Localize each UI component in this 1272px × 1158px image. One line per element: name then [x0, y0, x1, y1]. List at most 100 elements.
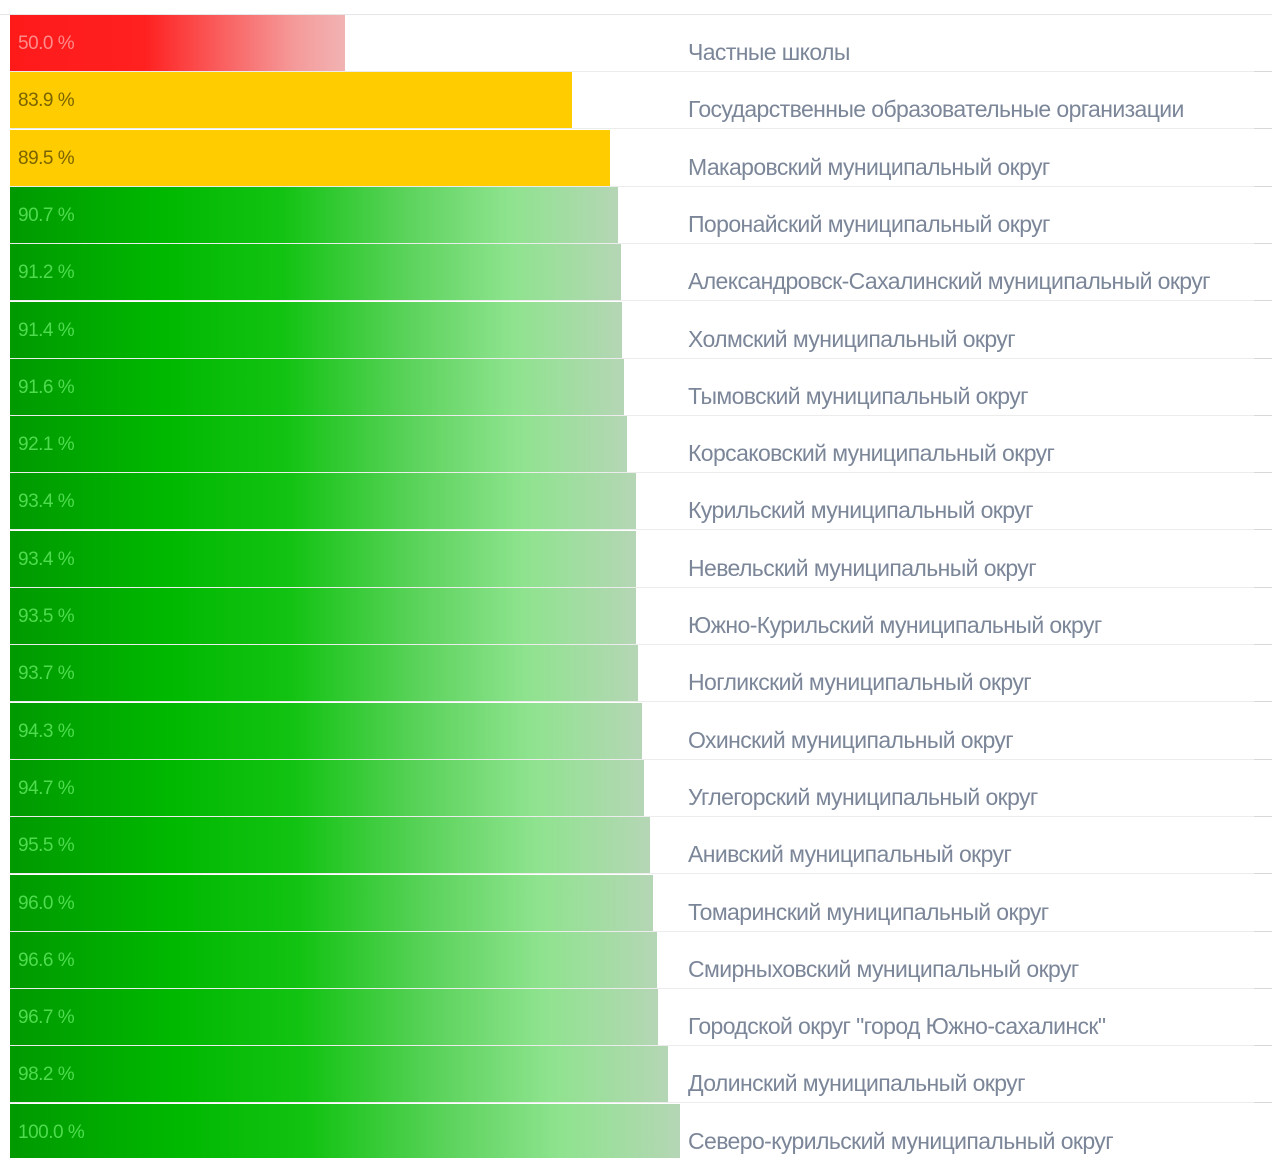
row-edge-tick — [1254, 529, 1272, 531]
bar: 98.2 % — [10, 1046, 668, 1103]
bar-value-label: 90.7 % — [18, 204, 75, 226]
row-separator — [10, 242, 1272, 244]
bar-row: 93.4 % Невельский муниципальный округ — [0, 530, 1272, 588]
row-edge-tick — [1254, 414, 1272, 416]
row-edge-tick — [1254, 873, 1272, 875]
bar-row: 94.3 % Охинский муниципальный округ — [0, 702, 1272, 760]
bar: 93.7 % — [10, 645, 638, 702]
category-label: Городской округ "город Южно-сахалинск" — [688, 1013, 1106, 1040]
row-separator — [10, 1045, 1272, 1047]
bar: 96.6 % — [10, 931, 658, 988]
row-separator — [10, 300, 1272, 302]
row-edge-tick — [1254, 815, 1272, 817]
category-label: Курильский муниципальный округ — [688, 497, 1033, 524]
category-label: Южно-Курильский муниципальный округ — [688, 612, 1102, 638]
row-edge-tick — [1254, 472, 1272, 474]
row-separator — [10, 987, 1272, 989]
bar: 91.2 % — [10, 244, 622, 301]
bar-value-label: 96.0 % — [18, 892, 75, 914]
bar-row: 92.1 % Корсаковский муниципальный округ — [0, 416, 1272, 474]
bar: 93.4 % — [10, 530, 636, 587]
bar: 96.0 % — [10, 874, 654, 931]
row-separator — [10, 644, 1272, 645]
bar-value-label: 91.2 % — [18, 262, 75, 284]
category-label: Корсаковский муниципальный округ — [688, 440, 1055, 467]
row-separator — [10, 873, 1272, 875]
bar-row: 95.5 % Анивский муниципальный округ — [0, 817, 1272, 875]
row-edge-tick — [1254, 987, 1272, 989]
bar-row: 96.7 % Городской округ "город Южно-сахали… — [0, 989, 1272, 1047]
bar-row: 89.5 % Макаровский муниципальный округ — [0, 129, 1272, 187]
bar-value-label: 50.0 % — [18, 33, 75, 54]
row-edge-tick — [1254, 357, 1272, 359]
bar-value-label: 93.4 % — [18, 548, 75, 570]
bar: 96.7 % — [10, 989, 658, 1046]
row-separator — [10, 185, 1272, 187]
bar: 89.5 % — [10, 129, 610, 186]
bar: 100.0 % — [10, 1103, 680, 1158]
category-label: Долинский муниципальный округ — [688, 1070, 1025, 1097]
category-label: Углегорский муниципальный округ — [688, 783, 1038, 810]
bar-value-label: 93.7 % — [18, 663, 75, 685]
row-edge-tick — [1254, 701, 1272, 703]
category-label: Охинский муниципальный округ — [688, 726, 1014, 753]
bar-row: 93.7 % Ногликский муниципальный округ — [0, 645, 1272, 703]
bar-row: 100.0 % Северо-курильский муниципальный о… — [0, 1103, 1272, 1158]
bar: 93.5 % — [10, 588, 637, 644]
bar-row: 98.2 % Долинский муниципальный округ — [0, 1046, 1272, 1104]
row-separator — [10, 357, 1272, 359]
category-label: Смирныховский муниципальный округ — [688, 955, 1079, 982]
bar-row: 83.9 % Государственные образовательные ор… — [0, 72, 1272, 130]
bar-value-label: 93.5 % — [18, 606, 75, 627]
bar-row: 96.6 % Смирныховский муниципальный округ — [0, 931, 1272, 989]
row-edge-tick — [1254, 128, 1272, 130]
category-label: Ногликский муниципальный округ — [688, 669, 1032, 696]
row-edge-tick — [1254, 1045, 1272, 1047]
row-edge-tick — [1254, 644, 1272, 645]
category-label: Холмский муниципальный округ — [688, 325, 1016, 352]
bar: 94.3 % — [10, 702, 642, 759]
bar-row: 50.0 % Частные школы — [0, 15, 1272, 72]
bar: 91.4 % — [10, 301, 623, 358]
bar: 91.6 % — [10, 358, 624, 415]
row-separator — [10, 815, 1272, 817]
row-separator — [10, 758, 1272, 760]
row-separator — [10, 1102, 1272, 1104]
bar-value-label: 94.3 % — [18, 720, 75, 742]
row-edge-tick — [1254, 758, 1272, 760]
bar-value-label: 91.4 % — [18, 319, 75, 341]
bar-row: 96.0 % Томаринский муниципальный округ — [0, 874, 1272, 932]
category-label: Частные школы — [688, 39, 850, 65]
bar: 93.4 % — [10, 473, 636, 530]
bar-value-label: 96.6 % — [18, 949, 75, 971]
category-label: Невельский муниципальный округ — [688, 554, 1037, 581]
bar: 83.9 % — [10, 72, 573, 129]
row-edge-tick — [1254, 1102, 1272, 1104]
top-border — [0, 14, 1272, 15]
category-label: Тымовский муниципальный округ — [688, 382, 1029, 409]
category-label: Северо-курильский муниципальный округ — [688, 1127, 1114, 1154]
category-label: Макаровский муниципальный округ — [688, 153, 1050, 180]
row-separator — [10, 930, 1272, 932]
category-label: Анивский муниципальный округ — [688, 841, 1012, 868]
row-edge-tick — [1254, 242, 1272, 244]
bar-value-label: 93.4 % — [18, 491, 75, 513]
bar-row: 91.2 % Александровск-Сахалинский муниципа… — [0, 244, 1272, 302]
bar-value-label: 83.9 % — [18, 90, 75, 112]
bar-value-label: 95.5 % — [18, 835, 75, 857]
row-edge-tick — [1254, 300, 1272, 302]
bar-value-label: 92.1 % — [18, 434, 75, 456]
bar: 92.1 % — [10, 416, 628, 473]
bar-row: 91.4 % Холмский муниципальный округ — [0, 301, 1272, 359]
category-label: Поронайский муниципальный округ — [688, 210, 1050, 237]
bar-value-label: 96.7 % — [18, 1007, 75, 1029]
bar: 94.7 % — [10, 759, 645, 816]
bar-row: 91.6 % Тымовский муниципальный округ — [0, 358, 1272, 416]
bar: 90.7 % — [10, 186, 618, 243]
bar-value-label: 91.6 % — [18, 376, 75, 398]
row-edge-tick — [1254, 185, 1272, 187]
row-edge-tick — [1254, 930, 1272, 932]
row-separator — [10, 701, 1272, 703]
bar-row: 94.7 % Углегорский муниципальный округ — [0, 759, 1272, 817]
